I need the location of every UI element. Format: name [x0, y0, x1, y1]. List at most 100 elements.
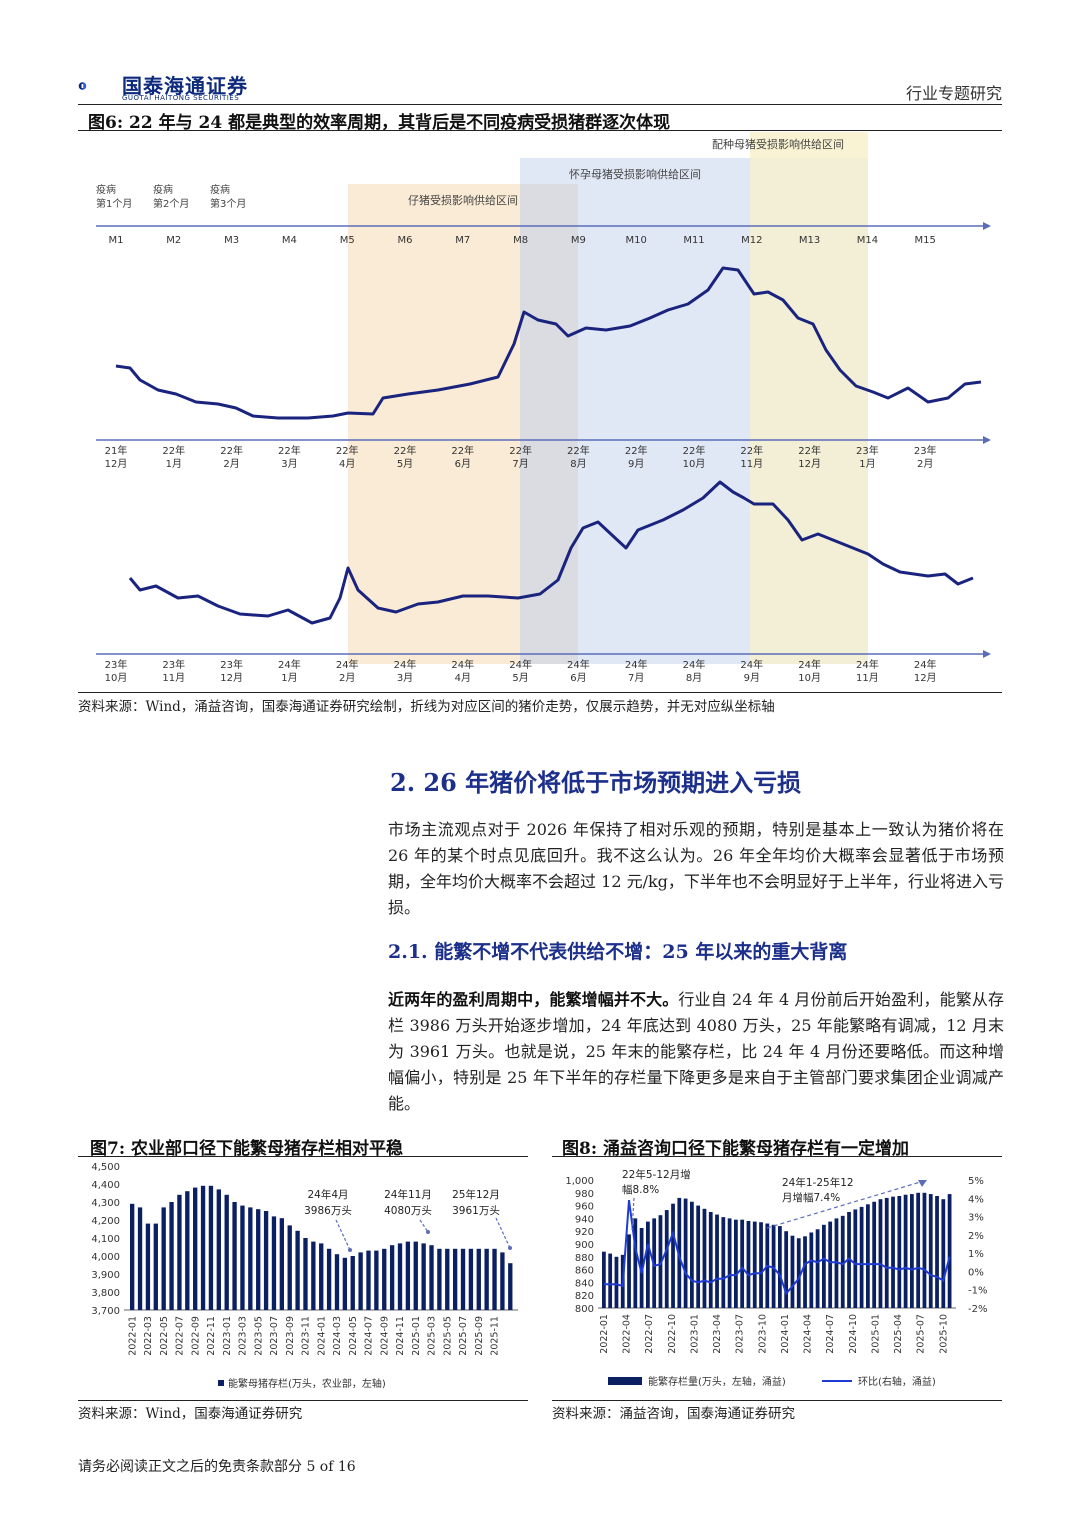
date-label-year: 21年: [105, 444, 128, 457]
bar: [445, 1248, 450, 1310]
bar: [484, 1248, 489, 1310]
bar: [853, 1209, 858, 1308]
x-tick-label: 2024-05: [348, 1316, 359, 1356]
y-right-tick-label: 5%: [968, 1176, 984, 1187]
fig8-title: 图8: 涌益咨询口径下能繁母猪存栏有一定增加: [562, 1139, 910, 1159]
fig7-bottom-rule: [78, 1400, 528, 1401]
bar: [627, 1234, 631, 1308]
x-tick-label: 2025-07: [458, 1316, 469, 1356]
bar: [639, 1228, 644, 1308]
date-label-year: 23年: [162, 658, 185, 671]
region-label-pregnant: 怀孕母猪受损影响供给区间: [569, 167, 701, 181]
month-label: M4: [282, 235, 297, 246]
bar: [866, 1204, 870, 1308]
legend-label-line: 环比(右轴，涌益): [858, 1375, 936, 1388]
bar: [437, 1248, 442, 1310]
annotation-label: 25年12月: [452, 1188, 500, 1201]
y-left-tick-label: 980: [575, 1189, 594, 1200]
annotation-arrow: [335, 1219, 351, 1251]
bar: [828, 1221, 833, 1308]
date-label-year: 24年: [509, 658, 532, 671]
x-tick-label: 2025-01: [411, 1316, 422, 1356]
paragraph-body: 行业自 24 年 4 月份前后开始盈利，能繁从存栏 3986 万头开始逐步增加，…: [388, 990, 1004, 1113]
bar: [153, 1223, 158, 1310]
bar: [891, 1196, 895, 1308]
fig6-chart: 仔猪受损影响供给区间 怀孕母猪受损影响供给区间 配种母猪受损影响供给区间 疫病 …: [96, 132, 991, 684]
legend-label: 能繁母猪存栏(万头，农业部，左轴): [228, 1377, 386, 1390]
bar: [161, 1207, 166, 1310]
subsection-paragraph: 近两年的盈利周期中，能繁增幅并不大。行业自 24 年 4 月份前后开始盈利，能繁…: [388, 987, 1004, 1117]
bar: [778, 1226, 782, 1308]
month-label: M3: [224, 235, 239, 246]
fig7-source: 资料来源：Wind，国泰海通证券研究: [78, 1406, 303, 1422]
bar: [771, 1224, 776, 1308]
bar: [941, 1199, 946, 1308]
y-right-tick-label: -2%: [968, 1304, 987, 1315]
bar: [500, 1252, 505, 1310]
bar: [602, 1251, 606, 1308]
y-tick-label: 4,200: [91, 1216, 120, 1227]
annotation-label: 22年5-12月增: [622, 1168, 691, 1181]
bar: [790, 1235, 795, 1308]
bar: [452, 1248, 458, 1310]
bar: [130, 1203, 135, 1310]
bar: [358, 1252, 363, 1310]
x-tick-label: 2024-07: [364, 1316, 375, 1356]
bar: [350, 1256, 355, 1310]
bar: [303, 1238, 308, 1310]
month-label: M8: [513, 235, 528, 246]
price-line-2024: [128, 480, 974, 625]
annotation-value: 4080万头: [384, 1205, 432, 1217]
bar: [137, 1207, 143, 1310]
date-label-year: 22年: [394, 444, 417, 457]
bar: [658, 1215, 663, 1308]
bar: [734, 1219, 738, 1308]
legend-swatch: [218, 1380, 224, 1386]
x-tick-label: 2025-09: [474, 1316, 485, 1356]
date-label-year: 22年: [162, 444, 185, 457]
bar: [690, 1201, 694, 1308]
x-tick-label: 2022-01: [599, 1314, 610, 1354]
x-tick-label: 2022-03: [143, 1316, 154, 1356]
bar: [633, 1218, 638, 1308]
region-label-piglet: 仔猪受损影响供给区间: [408, 193, 518, 207]
date-label-year: 22年: [509, 444, 532, 457]
subsection-heading: 2.1. 能繁不增不代表供给不增：25 年以来的重大背离: [388, 941, 848, 963]
y-left-tick-label: 800: [575, 1304, 594, 1315]
x-tick-label: 2025-10: [938, 1314, 949, 1354]
mom-line: [603, 1199, 951, 1296]
x-tick-label: 2023-01: [222, 1316, 233, 1356]
region-label-breeding: 配种母猪受损影响供给区间: [712, 137, 844, 151]
bar: [460, 1248, 466, 1310]
bar: [740, 1219, 745, 1308]
annotation-label: 24年11月: [384, 1188, 432, 1201]
bar: [840, 1215, 845, 1308]
y-right-tick-label: 0%: [968, 1267, 984, 1278]
bar: [671, 1203, 675, 1308]
bar: [708, 1212, 713, 1308]
date-label-month: 10月: [798, 672, 821, 684]
x-tick-label: 2025-01: [870, 1314, 881, 1354]
bar: [897, 1196, 902, 1308]
month-label: M7: [455, 235, 470, 246]
epidemic-label-1b: 第1个月: [96, 197, 132, 210]
y-left-tick-label: 960: [575, 1202, 594, 1213]
bar: [185, 1191, 190, 1310]
bar: [752, 1221, 757, 1308]
date-label-month: 12月: [798, 458, 821, 470]
x-tick-label: 2025-05: [442, 1316, 453, 1356]
bar: [193, 1187, 198, 1310]
y-right-tick-label: 1%: [968, 1249, 984, 1260]
x-tick-label: 2025-11: [490, 1316, 501, 1356]
bar: [928, 1194, 933, 1308]
date-label-year: 24年: [856, 658, 879, 671]
month-label: M14: [857, 235, 878, 246]
bar: [614, 1256, 619, 1308]
x-tick-label: 2024-03: [332, 1316, 343, 1356]
annotation-value: 3986万头: [304, 1205, 352, 1217]
date-label-month: 4月: [455, 672, 471, 684]
date-label-year: 24年: [567, 658, 590, 671]
date-label-month: 12月: [105, 458, 128, 470]
x-tick-label: 2023-07: [735, 1314, 746, 1354]
bar: [468, 1248, 474, 1310]
